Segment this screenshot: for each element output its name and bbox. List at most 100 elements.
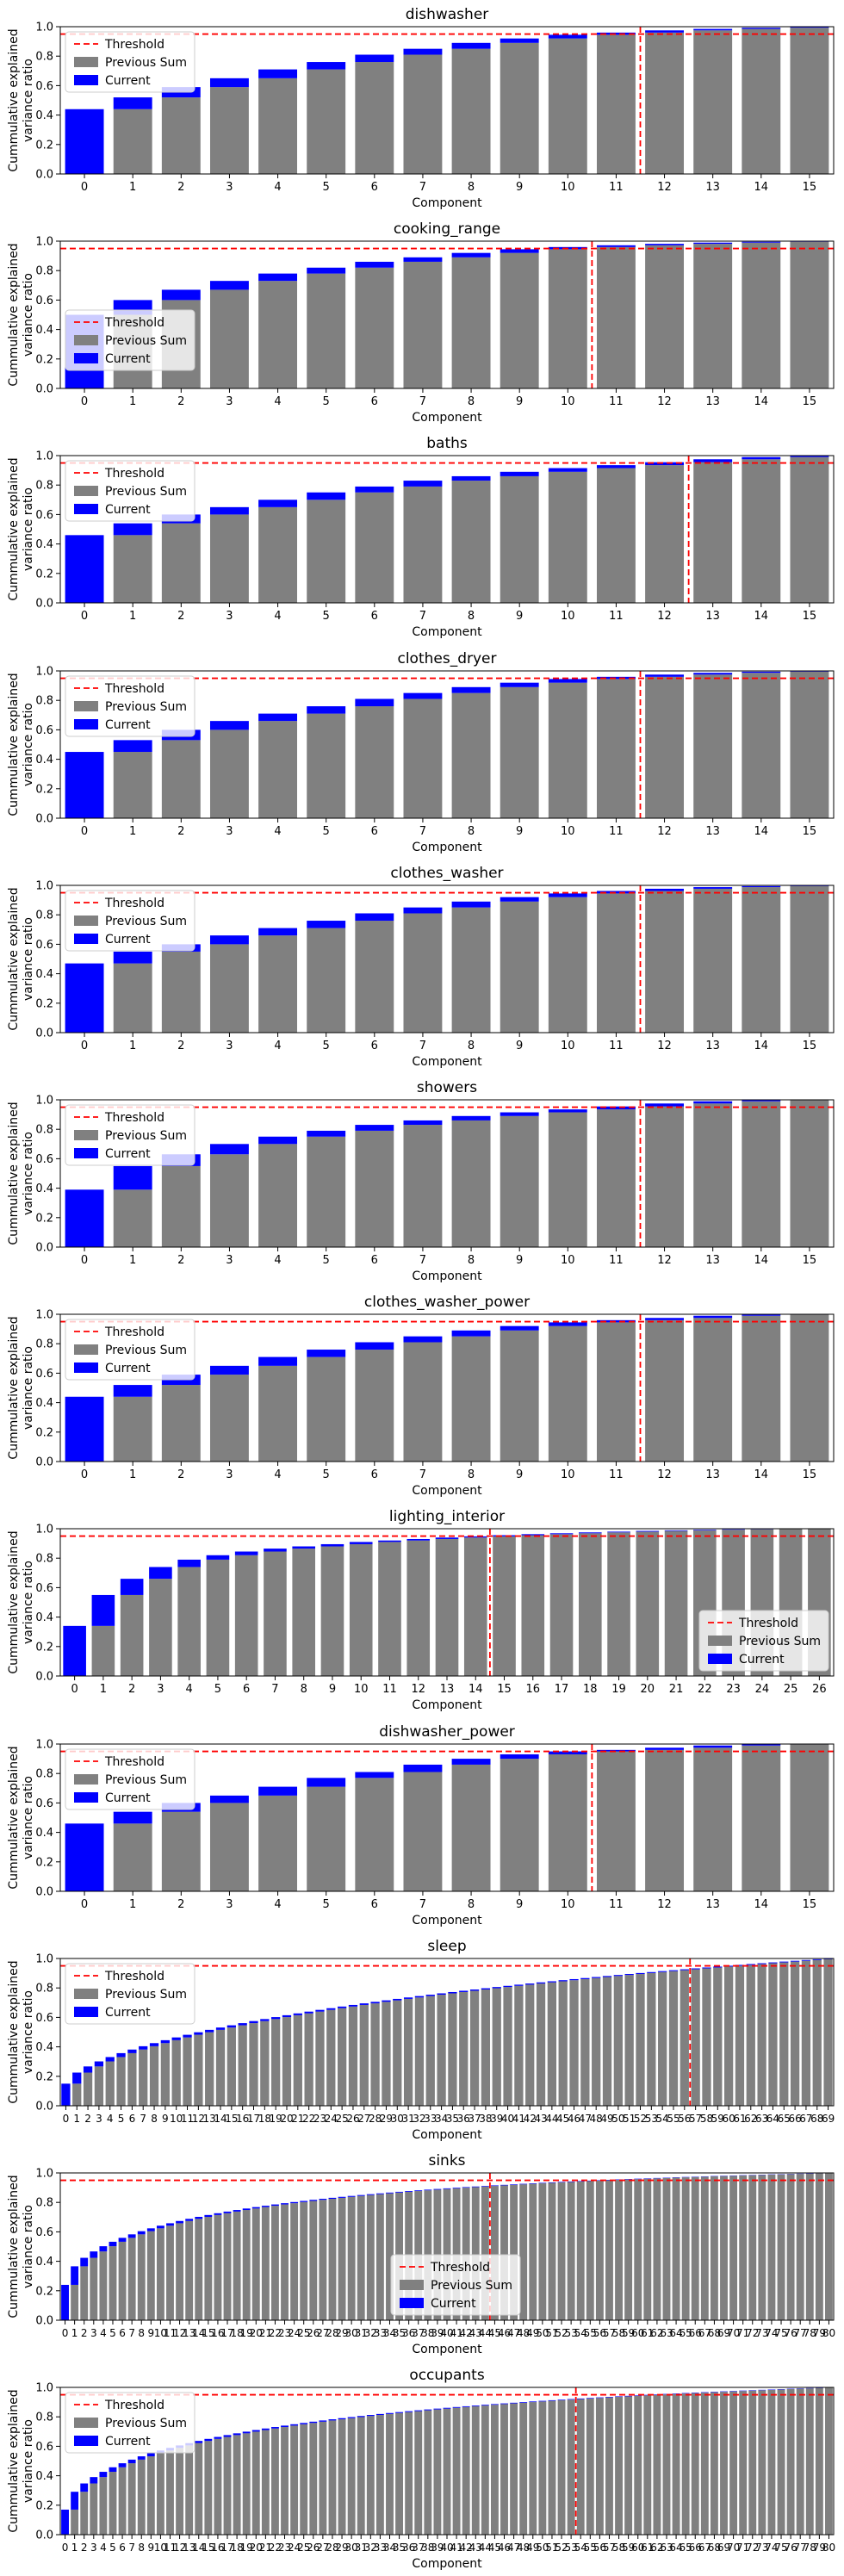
bar-previous-sum — [448, 1993, 456, 2106]
bar-current — [529, 2183, 537, 2184]
bar-previous-sum — [307, 713, 345, 817]
bar-current — [80, 2258, 88, 2267]
bar-current — [559, 1980, 568, 1981]
bar-current — [549, 2182, 556, 2183]
bar-current — [500, 250, 539, 253]
bar-previous-sum — [816, 2388, 823, 2535]
bar-previous-sum — [757, 1964, 766, 2106]
bar-previous-sum — [195, 2219, 202, 2320]
bar-previous-sum — [262, 2207, 270, 2320]
bar-current — [538, 2183, 546, 2184]
bar-previous-sum — [258, 1366, 297, 1462]
x-tick-label: 14 — [754, 1898, 769, 1911]
bar-previous-sum — [321, 1547, 344, 1676]
bar-current — [538, 2401, 546, 2402]
x-tick-label: 0 — [81, 395, 88, 408]
bar-previous-sum — [742, 243, 780, 388]
bar-current — [549, 893, 587, 897]
x-tick-label: 11 — [609, 610, 624, 623]
bar-previous-sum — [80, 2266, 88, 2320]
bar-current — [645, 1103, 684, 1106]
bar-previous-sum — [376, 2194, 384, 2320]
bar-previous-sum — [207, 1560, 230, 1676]
bar-previous-sum — [243, 2434, 251, 2536]
bar-current — [550, 1534, 574, 1535]
bar-previous-sum — [720, 2176, 728, 2320]
bar-current — [252, 2430, 260, 2432]
bar-previous-sum — [645, 466, 684, 604]
x-tick-label: 10 — [561, 1468, 575, 1481]
bar-previous-sum — [673, 2394, 680, 2535]
bar-previous-sum — [224, 2213, 232, 2320]
bar-previous-sum — [596, 2181, 604, 2320]
x-axis-label: Component — [412, 1484, 482, 1498]
x-tick-label: 9 — [516, 1898, 523, 1911]
y-tick-label: 0.8 — [35, 51, 53, 64]
bar-previous-sum — [355, 268, 394, 388]
bar-current — [264, 1549, 287, 1551]
bar-previous-sum — [114, 109, 152, 174]
x-tick-label: 4 — [274, 610, 281, 623]
x-tick-label: 9 — [516, 610, 523, 623]
y-axis-label-line: Cummulative explained — [7, 2390, 21, 2533]
bar-current — [452, 1331, 491, 1337]
bar-previous-sum — [355, 493, 394, 603]
x-tick-label: 9 — [516, 1040, 523, 1052]
y-tick-label: 1.0 — [35, 1095, 53, 1108]
x-tick-label: 4 — [274, 825, 281, 838]
x-tick-label: 0 — [81, 1468, 88, 1481]
bar-previous-sum — [493, 1988, 501, 2105]
y-tick-label: 0.2 — [35, 997, 53, 1010]
bar-previous-sum — [376, 2415, 384, 2535]
bar-previous-sum — [559, 1981, 568, 2106]
y-tick-label: 1.0 — [35, 879, 53, 892]
bar-previous-sum — [787, 2174, 795, 2320]
bar-previous-sum — [549, 1754, 587, 1891]
y-axis-label-line: variance ratio — [22, 703, 35, 786]
bar-previous-sum — [338, 2419, 346, 2535]
bar-current — [258, 928, 297, 935]
bar-previous-sum — [307, 1137, 345, 1247]
x-tick-label: 1 — [71, 2327, 78, 2339]
bar-current — [693, 1530, 717, 1531]
x-tick-label: 13 — [705, 181, 720, 194]
bar-previous-sum — [702, 1968, 711, 2106]
bar-previous-sum — [790, 457, 828, 603]
bar-current — [307, 62, 345, 70]
bar-previous-sum — [258, 281, 297, 388]
bar-previous-sum — [825, 2388, 833, 2536]
x-tick-label: 8 — [468, 1254, 475, 1267]
bar-current — [307, 1778, 345, 1786]
bar-current — [99, 2246, 107, 2251]
bar-current — [519, 2184, 527, 2185]
bar-previous-sum — [549, 2183, 556, 2321]
bar-previous-sum — [787, 2389, 795, 2535]
bar-current — [452, 476, 491, 481]
bar-previous-sum — [210, 87, 249, 174]
bar-previous-sum — [636, 1974, 644, 2106]
x-tick-label: 4 — [107, 2113, 114, 2125]
x-tick-label: 0 — [81, 1254, 88, 1267]
bar-current — [424, 2189, 431, 2190]
x-tick-label: 10 — [561, 395, 575, 408]
y-tick-label: 1.0 — [35, 1738, 53, 1751]
bar-current — [210, 1795, 249, 1803]
bar-current — [281, 2426, 289, 2428]
legend-previous-swatch — [74, 1130, 98, 1140]
bar-current — [315, 2009, 324, 2011]
y-axis-label-line: Cummulative explained — [7, 1960, 21, 2103]
bar-current — [367, 2194, 375, 2195]
x-tick-label: 8 — [468, 1898, 475, 1911]
bar-current — [742, 1315, 780, 1316]
x-tick-label: 1 — [129, 1254, 136, 1267]
bar-current — [525, 1983, 534, 1984]
bar-current — [529, 2402, 537, 2403]
bar-current — [65, 963, 104, 1032]
x-tick-label: 15 — [803, 1040, 817, 1052]
bar-current — [742, 1101, 780, 1102]
x-tick-label: 0 — [62, 2542, 69, 2554]
y-tick-label: 1.0 — [35, 22, 53, 34]
chart-title: sleep — [427, 1938, 466, 1955]
bar-current — [500, 682, 539, 686]
